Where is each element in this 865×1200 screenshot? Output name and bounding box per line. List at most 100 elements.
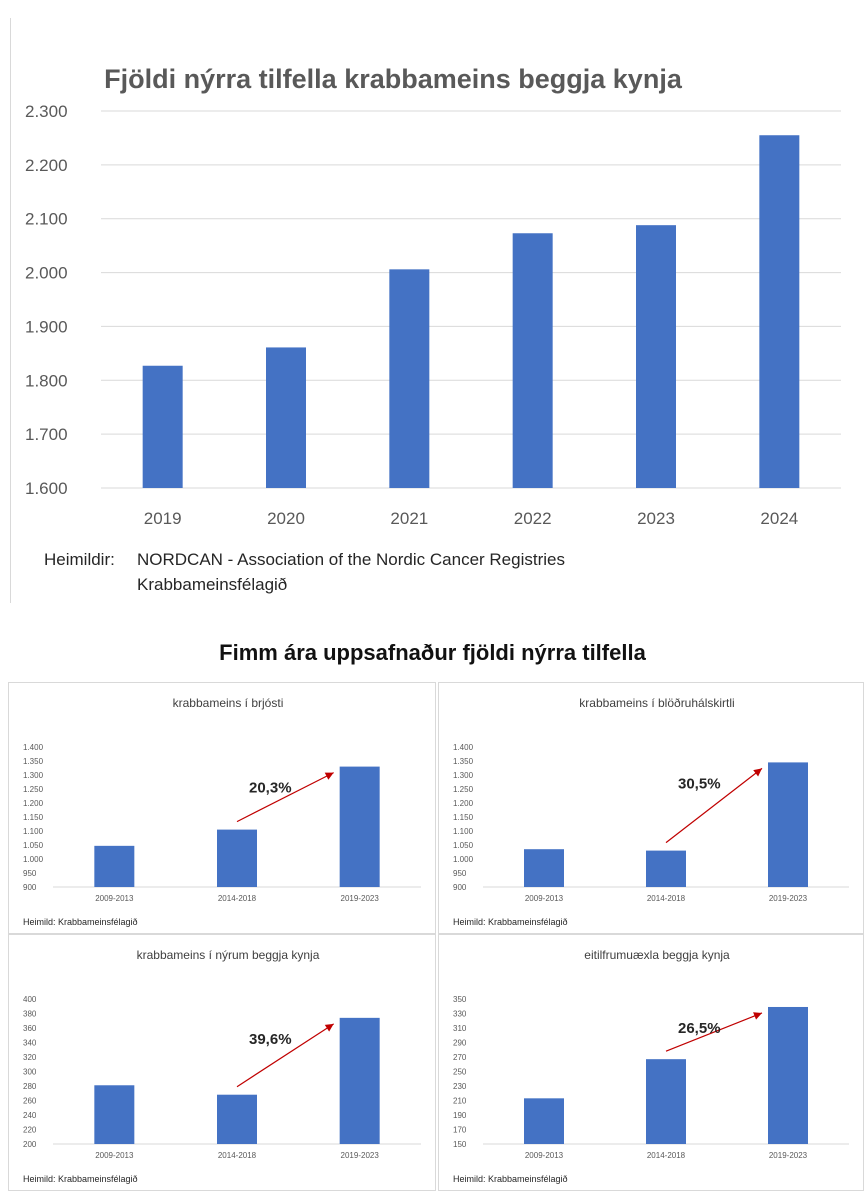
y-tick-label: 350: [453, 995, 467, 1004]
y-tick-label: 1.150: [453, 813, 474, 822]
bar: [768, 762, 808, 887]
y-tick-label: 1.300: [23, 771, 44, 780]
bar: [768, 1006, 808, 1144]
y-tick-label: 1.350: [23, 757, 44, 766]
x-tick-label: 2014-2018: [647, 1151, 686, 1160]
x-tick-label: 2019-2023: [769, 1151, 808, 1160]
annotation-arrow: [665, 1012, 763, 1052]
y-tick-label: 1.000: [453, 855, 474, 864]
annotation-label: 39,6%: [249, 1031, 292, 1048]
bar: [646, 850, 686, 887]
x-tick-label: 2022: [514, 509, 552, 528]
y-tick-label: 380: [23, 1010, 37, 1019]
bar: [94, 1085, 135, 1144]
y-tick-label: 220: [23, 1126, 37, 1135]
annotation-arrowhead: [753, 1012, 762, 1020]
x-tick-label: 2009-2013: [525, 894, 564, 903]
y-tick-label: 900: [23, 883, 37, 892]
y-tick-label: 290: [453, 1039, 467, 1048]
chart-svg-kidney: krabbameins í nýrum beggja kynja 200 220 24…: [23, 948, 421, 1160]
y-tick-label: 1.400: [453, 743, 474, 752]
y-tick-label: 150: [453, 1140, 467, 1149]
y-tick-label: 1.250: [453, 785, 474, 794]
annotation-arrowhead: [324, 772, 334, 780]
chart-source: Heimild: Krabbameinsfélagið: [453, 917, 568, 927]
y-tick-label: 1.100: [453, 827, 474, 836]
y-tick-label: 1.900: [25, 317, 68, 336]
y-tick-label: 950: [453, 869, 467, 878]
chart-panel-prostate: krabbameins í blöðruhálskirtli 900 950 1.00…: [438, 682, 864, 934]
bar: [339, 1017, 380, 1144]
y-tick-label: 2.100: [25, 210, 68, 229]
y-tick-label: 260: [23, 1097, 37, 1106]
y-tick-label: 230: [453, 1082, 467, 1091]
annotation-label: 30,5%: [678, 775, 721, 792]
bar: [759, 135, 800, 488]
y-tick-label: 1.300: [453, 771, 474, 780]
chart-panel-kidney: krabbameins í nýrum beggja kynja 200 220 24…: [8, 934, 436, 1191]
chart-svg-prostate: krabbameins í blöðruhálskirtli 900 950 1.00…: [453, 696, 849, 903]
y-tick-label: 1.000: [23, 855, 44, 864]
y-tick-label: 1.600: [25, 479, 68, 498]
y-tick-label: 1.150: [23, 813, 44, 822]
x-tick-label: 2009-2013: [95, 894, 134, 903]
y-tick-label: 300: [23, 1068, 37, 1077]
chart-title: krabbameins í nýrum beggja kynja: [137, 948, 320, 962]
y-tick-label: 330: [453, 1010, 467, 1019]
y-tick-label: 200: [23, 1140, 37, 1149]
annotation-arrow: [236, 772, 334, 823]
bar: [646, 1059, 686, 1144]
y-tick-label: 1.350: [453, 757, 474, 766]
bar: [94, 845, 135, 887]
source-line-1: NORDCAN - Association of the Nordic Canc…: [137, 550, 565, 569]
annotation-arrow: [665, 767, 763, 844]
annotation-label: 26,5%: [678, 1020, 721, 1037]
chart-title: eitilfrumuæxla beggja kynja: [584, 948, 730, 962]
y-tick-label: 1.700: [25, 425, 68, 444]
bar: [389, 269, 430, 488]
chart-source: Heimild: Krabbameinsfélagið: [23, 917, 138, 927]
x-tick-label: 2014-2018: [218, 894, 257, 903]
y-tick-label: 400: [23, 995, 37, 1004]
y-tick-label: 280: [23, 1082, 37, 1091]
source-label: Heimildir:: [44, 550, 115, 569]
x-tick-label: 2021: [390, 509, 428, 528]
chart-source: Heimild: Krabbameinsfélagið: [23, 1174, 138, 1184]
y-tick-label: 1.200: [453, 799, 474, 808]
main-chart-svg: Fjöldi nýrra tilfella krabbameins beggja…: [25, 64, 841, 528]
y-tick-label: 950: [23, 869, 37, 878]
y-tick-label: 170: [453, 1126, 467, 1135]
bar: [524, 1098, 564, 1144]
annotation-arrowhead: [324, 1023, 334, 1032]
x-tick-label: 2020: [267, 509, 305, 528]
y-tick-label: 1.100: [23, 827, 44, 836]
bar: [636, 225, 676, 489]
y-tick-label: 1.050: [453, 841, 474, 850]
y-tick-label: 1.250: [23, 785, 44, 794]
annotation-arrow: [236, 1023, 334, 1088]
x-tick-label: 2019-2023: [769, 894, 808, 903]
x-tick-label: 2019: [144, 509, 182, 528]
y-tick-label: 320: [23, 1053, 37, 1062]
y-tick-label: 2.300: [25, 102, 68, 121]
bar: [217, 829, 257, 887]
bar: [217, 1094, 257, 1144]
chart-svg-lymphoma: eitilfrumuæxla beggja kynja 150 170 190 210 2…: [453, 948, 849, 1160]
source-line-2: Krabbameinsfélagið: [137, 575, 288, 594]
bar: [524, 849, 564, 887]
x-tick-label: 2023: [637, 509, 675, 528]
x-tick-label: 2009-2013: [525, 1151, 564, 1160]
bar: [512, 233, 553, 488]
y-tick-label: 1.050: [23, 841, 44, 850]
y-tick-label: 1.400: [23, 743, 44, 752]
x-tick-label: 2024: [760, 509, 798, 528]
y-tick-label: 360: [23, 1024, 37, 1033]
x-tick-label: 2019-2023: [341, 894, 380, 903]
y-tick-label: 190: [453, 1111, 467, 1120]
chart-title: Fjöldi nýrra tilfella krabbameins beggja…: [104, 64, 683, 94]
y-tick-label: 270: [453, 1053, 467, 1062]
x-tick-label: 2014-2018: [647, 894, 686, 903]
y-tick-label: 1.800: [25, 371, 68, 390]
chart-panel-lymphoma: eitilfrumuæxla beggja kynja 150 170 190 210 2…: [438, 934, 864, 1191]
y-tick-label: 250: [453, 1068, 467, 1077]
